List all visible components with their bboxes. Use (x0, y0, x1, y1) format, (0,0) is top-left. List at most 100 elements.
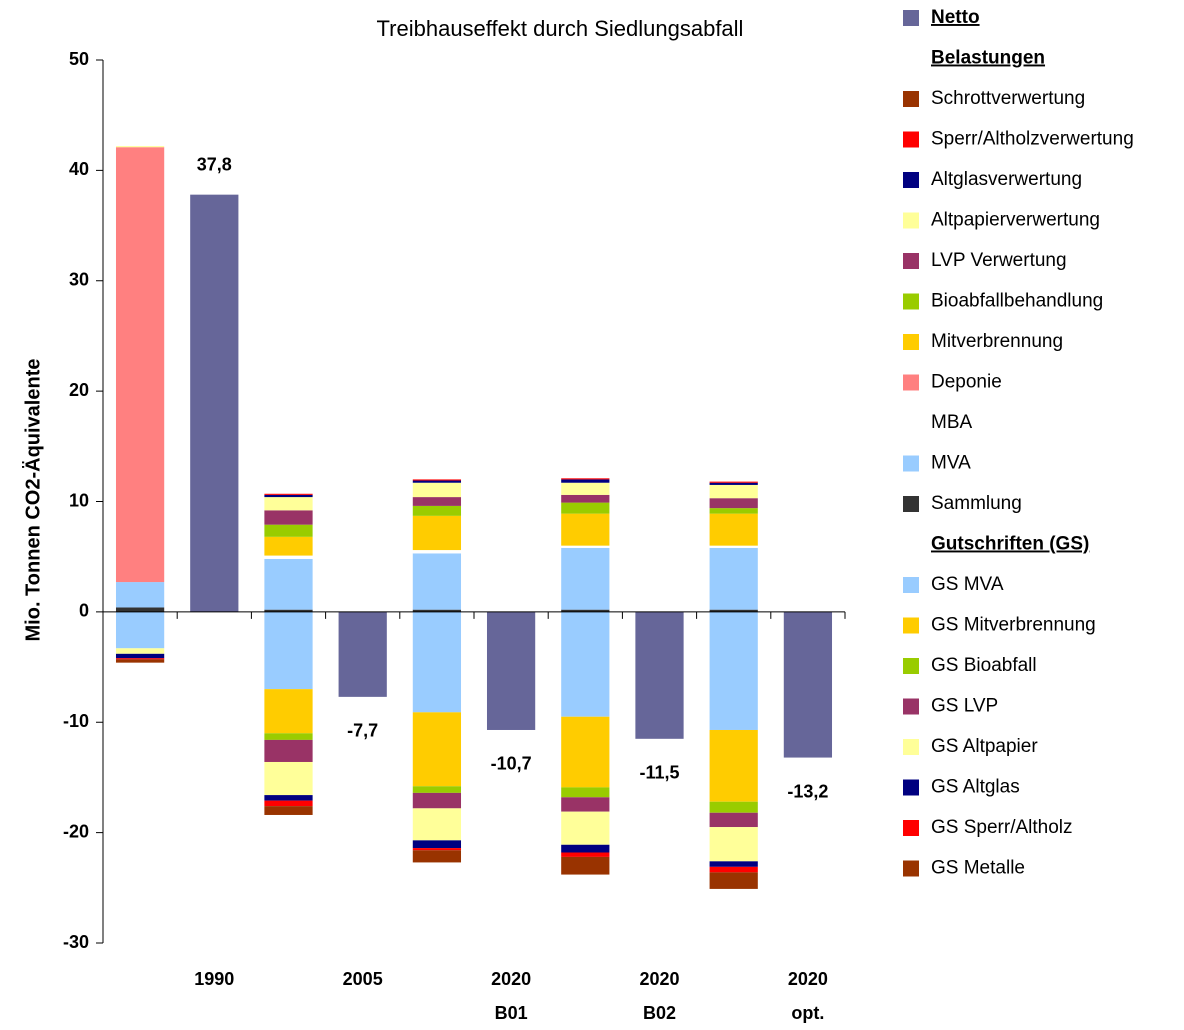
credit-segment (115, 659, 165, 663)
stack-segment (709, 481, 758, 483)
credit-segment (709, 872, 758, 889)
y-tick-label: 20 (69, 380, 89, 400)
stack-segment (412, 479, 462, 481)
stack-segment (709, 547, 758, 610)
stack-segment (264, 558, 313, 610)
credit-segment (115, 658, 165, 660)
stack-segment (561, 479, 610, 483)
value-label: 37,8 (197, 154, 232, 174)
value-label: -10,7 (491, 754, 532, 774)
y-tick-label: 40 (69, 159, 89, 179)
credit-segment (709, 861, 758, 867)
credit-segment (264, 611, 313, 690)
value-label: -13,2 (787, 781, 828, 801)
stack-segment (264, 536, 313, 556)
stack-segment (264, 609, 313, 612)
net-bar (635, 611, 684, 739)
legend-label: Sammlung (931, 493, 1022, 514)
credit-segment (561, 797, 610, 812)
credit-segment (412, 850, 462, 863)
legend-label: GS Altglas (931, 777, 1020, 798)
legend-label: Mitverbrennung (931, 331, 1063, 352)
credit-segment (264, 733, 313, 740)
credit-segment (561, 856, 610, 875)
legend-swatch (903, 212, 919, 229)
credit-segment (709, 827, 758, 862)
stack-segment (561, 502, 610, 514)
stack-segment (709, 545, 758, 548)
stack-segment (709, 513, 758, 546)
y-tick-label: -20 (63, 821, 89, 841)
stack-segment (412, 505, 462, 516)
legend-swatch (903, 91, 919, 107)
legend-label: Altglasverwertung (931, 169, 1082, 190)
legend-swatch (903, 820, 919, 836)
legend-label: GS MVA (931, 574, 1004, 595)
legend-label: GS Sperr/Altholz (931, 817, 1073, 838)
credit-segment (115, 653, 165, 659)
legend-swatch (903, 10, 919, 26)
chart-title: Treibhauseffekt durch Siedlungsabfall (377, 16, 744, 41)
stack-segment (561, 494, 610, 503)
stack-segment (561, 609, 610, 612)
legend-swatch (903, 293, 919, 310)
legend-label: MVA (931, 453, 971, 474)
stack-segment (561, 478, 610, 480)
stack-segment (264, 493, 313, 495)
legend-header: Gutschriften (GS) (931, 534, 1089, 555)
stack-segment (412, 497, 462, 506)
credit-segment (561, 811, 610, 845)
legend-swatch (903, 455, 919, 472)
credit-segment (561, 716, 610, 788)
legend-label: GS LVP (931, 696, 998, 717)
credit-segment (561, 844, 610, 853)
stack-segment (264, 494, 313, 498)
credit-segment (709, 866, 758, 873)
credit-segment (709, 812, 758, 828)
stack-segment (709, 484, 758, 499)
credit-segment (264, 795, 313, 801)
legend-swatch (903, 334, 919, 350)
credit-segment (412, 611, 462, 713)
y-tick-label: 30 (69, 270, 89, 290)
stack-segment (115, 147, 165, 583)
value-label: -7,7 (347, 721, 378, 741)
x-tick-label: 1990 (194, 969, 235, 989)
legend-swatch (903, 496, 919, 512)
legend-swatch (903, 172, 919, 188)
stack-segment (115, 582, 165, 608)
y-tick-label: 10 (69, 490, 89, 510)
stack-segment (412, 550, 462, 554)
credit-segment (709, 611, 758, 730)
stack-segment (709, 609, 758, 612)
credit-segment (115, 648, 165, 654)
legend-swatch (903, 698, 919, 715)
credit-segment (412, 848, 462, 851)
legend-swatch (903, 131, 919, 148)
credit-segment (709, 729, 758, 802)
net-bar (338, 611, 387, 697)
stack-segment (115, 146, 165, 148)
x-tick-label: 2005 (342, 969, 383, 989)
legend-label: GS Metalle (931, 858, 1025, 879)
y-tick-label: 50 (69, 49, 89, 69)
net-bar (783, 611, 833, 758)
stack-segment (264, 524, 313, 537)
y-tick-label: -30 (63, 932, 89, 952)
stack-segment (264, 510, 313, 525)
legend-swatch (903, 253, 919, 269)
legend-label: GS Altpapier (931, 736, 1038, 757)
stack-segment (561, 545, 610, 548)
credit-segment (412, 808, 462, 841)
credit-segment (561, 852, 610, 857)
y-tick-label: 0 (79, 601, 89, 621)
stack-segment (412, 553, 462, 610)
credit-segment (412, 712, 462, 787)
legend-swatch (903, 374, 919, 391)
credit-segment (561, 611, 610, 717)
credit-segment (412, 840, 462, 849)
y-axis-label: Mio. Tonnen CO2-Äquivalente (21, 359, 44, 642)
x-tick-label: 2020 opt. (787, 969, 828, 1023)
